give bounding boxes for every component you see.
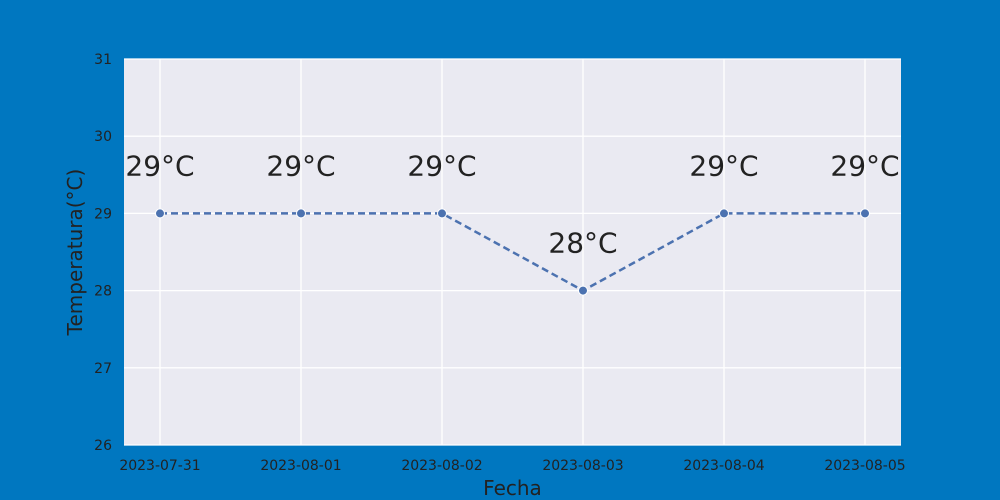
- y-axis-ticks: 26 27 28 29 30 31: [94, 52, 112, 454]
- data-point: [860, 208, 870, 219]
- data-point: [719, 208, 729, 219]
- y-tick-label: 29: [94, 206, 112, 222]
- data-label: 28°C: [548, 227, 617, 260]
- data-point: [296, 208, 306, 219]
- plot-area: [124, 59, 901, 445]
- x-axis-title: Fecha: [483, 476, 542, 500]
- y-tick-label: 31: [94, 52, 112, 68]
- y-tick-label: 26: [94, 438, 112, 454]
- data-label: 29°C: [689, 149, 758, 182]
- data-label: 29°C: [830, 149, 899, 182]
- y-tick-label: 27: [94, 361, 112, 377]
- y-tick-label: 30: [94, 129, 112, 145]
- series-layer: 29°C 29°C 29°C 28°C 29°C 29°C: [125, 149, 900, 296]
- x-tick-label: 2023-08-03: [542, 458, 623, 474]
- x-tick-label: 2023-08-01: [260, 458, 341, 474]
- data-label: 29°C: [125, 149, 194, 182]
- data-label: 29°C: [407, 149, 476, 182]
- data-point: [437, 208, 447, 219]
- y-tick-label: 28: [94, 284, 112, 300]
- data-point: [578, 285, 588, 296]
- x-tick-label: 2023-08-05: [824, 458, 905, 474]
- y-axis-title: Temperatura(°C): [63, 169, 87, 337]
- x-axis-ticks: 2023-07-31 2023-08-01 2023-08-02 2023-08-03…: [119, 458, 905, 474]
- data-label: 29°C: [266, 149, 335, 182]
- data-point: [155, 208, 165, 219]
- x-tick-label: 2023-07-31: [119, 458, 200, 474]
- series-line: [160, 212, 865, 293]
- x-tick-label: 2023-08-02: [401, 458, 482, 474]
- x-tick-label: 2023-08-04: [683, 458, 764, 474]
